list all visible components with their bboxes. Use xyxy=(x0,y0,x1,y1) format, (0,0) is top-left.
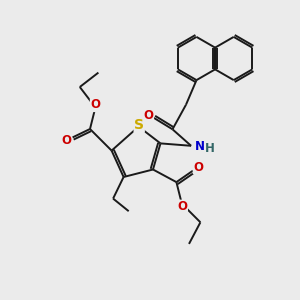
Text: O: O xyxy=(143,109,154,122)
Text: O: O xyxy=(61,134,71,147)
Text: S: S xyxy=(134,118,144,132)
Text: N: N xyxy=(194,140,205,153)
Text: O: O xyxy=(90,98,100,112)
Text: H: H xyxy=(205,142,214,155)
Text: O: O xyxy=(193,160,203,174)
Text: O: O xyxy=(177,200,188,213)
